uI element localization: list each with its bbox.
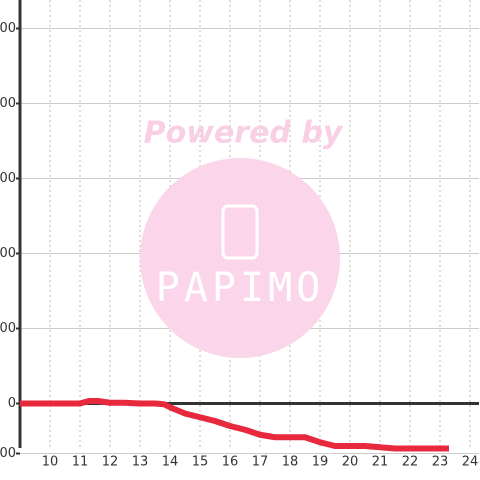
x-tick-label: 19 <box>312 455 329 470</box>
y-tick-label: 150,000 <box>0 21 16 36</box>
x-tick-label: 17 <box>252 455 269 470</box>
y-tick-label: 0 <box>8 396 16 411</box>
x-tick-label: 14 <box>162 455 179 470</box>
x-tick-label: 22 <box>402 455 419 470</box>
logo-text: PAPIMO <box>156 265 325 311</box>
logo-phone <box>221 204 259 260</box>
data-line <box>20 398 449 452</box>
x-tick-label: 16 <box>222 455 239 470</box>
x-tick-label: 23 <box>432 455 449 470</box>
x-tick-label: 20 <box>342 455 359 470</box>
watermark: Powered by <box>144 116 344 151</box>
y-tick-label: 120,000 <box>0 96 16 111</box>
x-tick-label: 18 <box>282 455 299 470</box>
x-tick-label: 21 <box>372 455 389 470</box>
y-tick-label: 90,000 <box>0 171 16 186</box>
x-tick-label: 24 <box>462 455 479 470</box>
y-tick-label: -20,000 <box>0 446 16 461</box>
x-tick-label: 11 <box>72 455 89 470</box>
y-tick-label: 60,000 <box>0 246 16 261</box>
x-tick-label: 10 <box>42 455 59 470</box>
x-tick-label: 15 <box>192 455 209 470</box>
x-tick-label: 12 <box>102 455 119 470</box>
x-tick-label: 13 <box>132 455 149 470</box>
y-tick-label: 30,000 <box>0 321 16 336</box>
